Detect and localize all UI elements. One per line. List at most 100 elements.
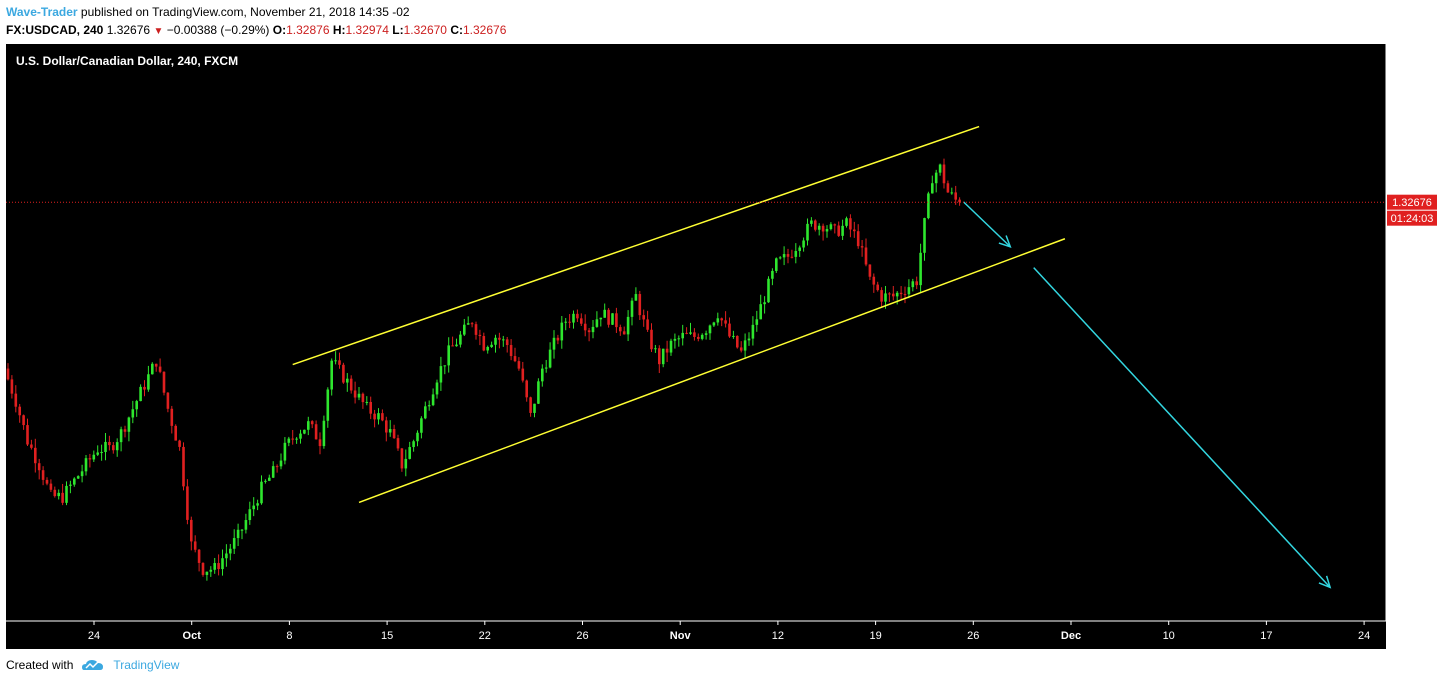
candle-body	[112, 445, 115, 451]
channel-lower-line[interactable]	[358, 238, 1066, 504]
candle-body	[174, 425, 177, 441]
candle-body	[868, 264, 872, 277]
candle-body	[299, 433, 302, 439]
low-value: 1.32670	[403, 23, 447, 37]
forecast-arrow-long[interactable]	[1033, 267, 1331, 588]
candle-body	[502, 339, 505, 341]
candle-body	[314, 424, 318, 440]
x-tick-label: 26	[967, 630, 979, 642]
candle-body	[634, 294, 638, 301]
candle-body	[190, 519, 193, 542]
candle-body	[26, 425, 29, 445]
candle-body	[431, 394, 435, 406]
open-value: 1.32876	[286, 23, 330, 37]
candle-body	[127, 417, 131, 432]
candle-body	[326, 389, 330, 421]
candle-body	[119, 429, 123, 443]
countdown-badge	[1387, 210, 1437, 226]
tradingview-link[interactable]: TradingView	[113, 658, 180, 672]
candle-body	[880, 290, 883, 302]
candle-body	[34, 447, 37, 464]
candle-body	[76, 476, 80, 479]
candle-body	[712, 322, 716, 326]
drawings-layer	[292, 125, 1332, 589]
candle-body	[743, 340, 747, 351]
candle-body	[763, 302, 766, 305]
candle-body	[248, 509, 252, 521]
candle-body	[451, 345, 454, 347]
candle-body	[96, 452, 99, 455]
candle-body	[6, 368, 10, 380]
candle-body	[310, 421, 314, 425]
candle-body	[303, 429, 306, 434]
candle-body	[630, 300, 634, 317]
candle-body	[131, 409, 135, 418]
candle-body	[591, 326, 595, 333]
symbol-name: FX:USDCAD, 240	[6, 23, 104, 37]
y-tick-label: 1.34500	[1392, 51, 1432, 63]
candle-body	[30, 444, 33, 448]
candle-body	[151, 363, 154, 375]
author-link[interactable]: Wave-Trader	[6, 5, 78, 19]
candle-body	[884, 293, 887, 302]
candle-body	[529, 397, 532, 413]
candle-body	[443, 365, 447, 367]
candle-body	[911, 281, 915, 288]
x-tick-label: 15	[381, 630, 393, 642]
y-tick-label: 1.28000	[1392, 572, 1432, 584]
x-tick-label: Dec	[1061, 630, 1081, 642]
forecast-arrow-short[interactable]	[962, 201, 1011, 248]
candle-body	[611, 313, 614, 325]
candle-body	[478, 334, 482, 337]
candle-body	[221, 558, 224, 570]
candle-body	[264, 480, 267, 482]
candle-body	[517, 361, 521, 369]
close-label: C:	[450, 23, 463, 37]
candle-body	[123, 429, 127, 432]
candle-body	[178, 440, 181, 447]
candle-body	[170, 408, 174, 426]
candle-body	[954, 192, 957, 200]
candle-body	[41, 470, 45, 480]
candle-body	[603, 309, 606, 318]
candle-body	[236, 529, 240, 539]
candle-body	[615, 313, 618, 328]
candle-body	[80, 471, 84, 477]
candle-body	[736, 335, 739, 348]
candle-body	[716, 318, 720, 323]
candle-body	[260, 481, 263, 504]
candle-body	[927, 193, 930, 219]
candle-body	[213, 563, 216, 570]
high-value: 1.32974	[345, 23, 389, 37]
candle-body	[197, 549, 201, 563]
candle-body	[494, 337, 497, 345]
candle-body	[895, 292, 899, 297]
candle-body	[416, 432, 419, 442]
candle-body	[572, 313, 575, 323]
candle-body	[771, 270, 774, 279]
candle-body	[147, 374, 150, 390]
candle-body	[509, 345, 513, 357]
candle-body	[521, 368, 525, 381]
candle-body	[57, 492, 60, 497]
candle-body	[747, 338, 751, 341]
channel-upper-line[interactable]	[292, 125, 980, 366]
candle-body	[361, 393, 365, 403]
candle-body	[587, 330, 591, 333]
candle-body	[295, 438, 298, 440]
candle-body	[166, 392, 170, 409]
candle-body	[373, 413, 376, 420]
candle-body	[849, 218, 852, 230]
candle-body	[720, 318, 723, 321]
candle-body	[759, 304, 762, 320]
candle-body	[525, 380, 528, 398]
candle-body	[225, 553, 228, 559]
chart-header: Wave-Trader published on TradingView.com…	[6, 3, 1436, 41]
candle-body	[673, 338, 677, 341]
price-chart[interactable]: 24 Oct 8 15 22 26 Nov 12 19 26 Dec 10 17 24 1.34500 1.…	[0, 44, 1444, 649]
candle-body	[907, 287, 911, 295]
candle-body	[810, 220, 813, 224]
candle-body	[646, 319, 649, 330]
candle-body	[365, 401, 369, 403]
x-tick-label: 12	[772, 630, 784, 642]
